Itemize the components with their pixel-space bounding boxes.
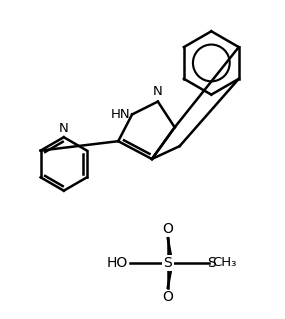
Text: CH₃: CH₃ (212, 256, 237, 270)
Text: O: O (162, 222, 173, 236)
Text: S: S (207, 256, 216, 270)
Text: S: S (163, 256, 172, 270)
Text: HN: HN (111, 108, 130, 121)
Text: O: O (162, 290, 173, 304)
Text: N: N (153, 85, 163, 98)
Text: HO: HO (107, 256, 128, 270)
Text: N: N (59, 122, 69, 135)
